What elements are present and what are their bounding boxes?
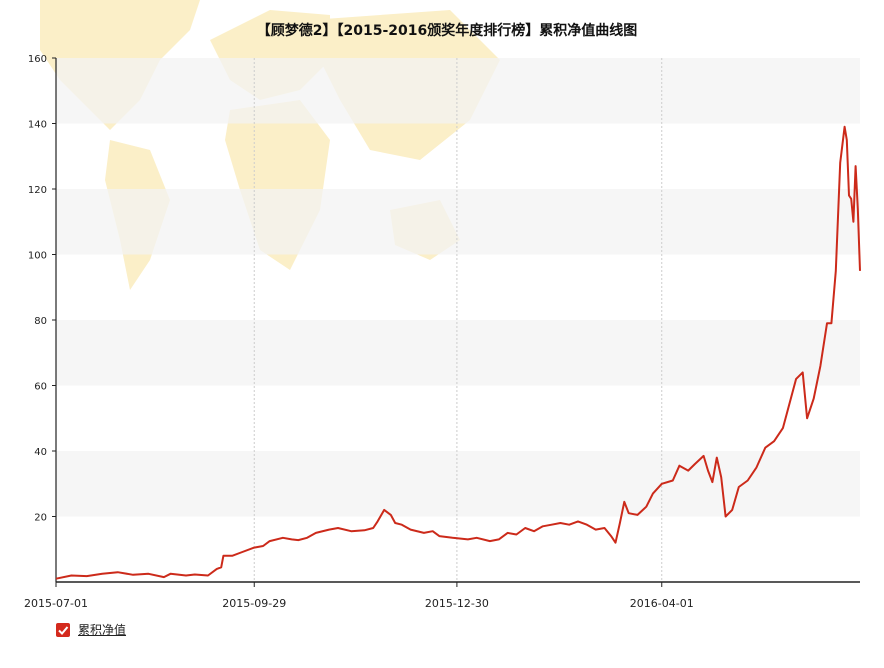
checkbox-icon[interactable] [56,622,70,637]
y-tick-label: 160 [28,54,47,65]
y-tick-label: 60 [34,382,47,393]
series-line-0 [55,125,861,580]
grid-band [56,58,860,124]
y-tick-labels: 20 40 60 80 100 120 140 160 [28,54,56,524]
y-tick-label: 80 [34,316,47,327]
chart-title: 【顾梦德2】【2015-2016颁奖年度排行榜】累积净值曲线图 [257,22,637,39]
x-tick-label: 2015-09-29 [222,597,286,610]
grid-band [56,189,860,255]
series-layer [55,125,861,580]
y-tick-label: 120 [28,185,47,196]
legend-label[interactable]: 累积净值 [78,623,127,637]
vertical-gridlines [253,58,663,582]
x-tick-label: 2015-12-30 [425,597,489,610]
x-tick-label: 2015-07-01 [24,597,88,610]
x-tick-labels: 2015-07-01 2015-09-29 2015-12-30 2016-04-01 [24,582,694,610]
x-tick-label: 2016-04-01 [630,597,694,610]
y-tick-label: 40 [34,447,47,458]
y-tick-label: 140 [28,120,47,131]
y-tick-label: 100 [28,251,47,262]
grid-band [56,451,860,517]
y-tick-label: 20 [34,513,47,524]
grid-band [56,320,860,386]
legend[interactable]: 累积净值 [56,621,126,638]
horizontal-bands [56,58,860,517]
